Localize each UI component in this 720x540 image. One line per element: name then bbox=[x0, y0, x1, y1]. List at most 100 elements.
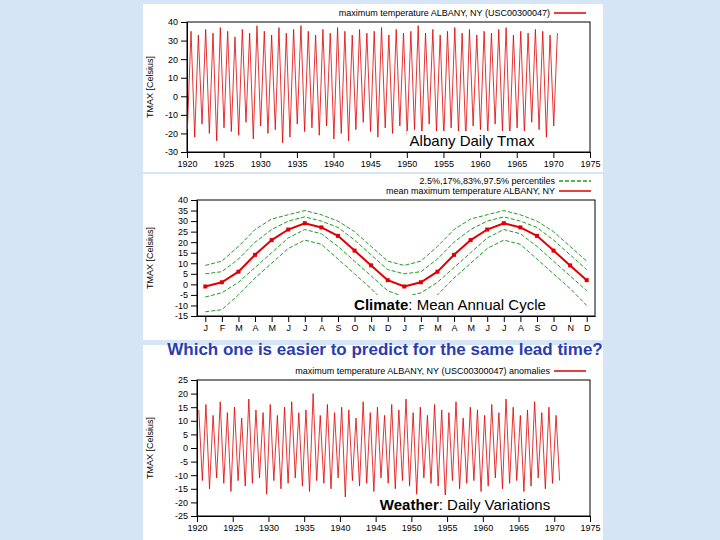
tick: A bbox=[518, 316, 524, 333]
tick-label: N bbox=[567, 323, 574, 333]
tick-mark bbox=[181, 78, 187, 79]
data-marker bbox=[303, 221, 307, 225]
y-axis-title: TMAX [Celsius] bbox=[145, 56, 155, 118]
legend-swatch bbox=[554, 370, 586, 372]
y-axis-title: TMAX [Celsius] bbox=[145, 417, 155, 479]
tick-mark bbox=[517, 152, 518, 158]
tick-label: 15 bbox=[178, 248, 188, 258]
tick-mark bbox=[305, 316, 306, 322]
data-marker bbox=[402, 284, 406, 288]
legend-swatch bbox=[559, 180, 591, 182]
tick-label: -5 bbox=[180, 290, 188, 300]
data-marker bbox=[485, 228, 489, 232]
tick-label: 10 bbox=[178, 259, 188, 269]
panel-background bbox=[143, 174, 603, 340]
tick: -5 bbox=[180, 457, 197, 467]
tick-label: 1965 bbox=[509, 523, 529, 533]
tick: -25 bbox=[175, 511, 197, 521]
tick: 1960 bbox=[473, 516, 493, 533]
tick: F bbox=[220, 316, 226, 333]
tick-label: A bbox=[319, 323, 325, 333]
tick: 35 bbox=[178, 206, 197, 216]
percentile-line bbox=[205, 211, 586, 266]
data-marker bbox=[236, 270, 240, 274]
tick-mark bbox=[191, 263, 197, 264]
tick-mark bbox=[297, 152, 298, 158]
tick: 0 bbox=[183, 280, 197, 290]
tick: 10 bbox=[178, 259, 197, 269]
tick-mark bbox=[238, 316, 239, 322]
tick: 10 bbox=[168, 73, 187, 83]
tick-mark bbox=[340, 516, 341, 522]
data-marker bbox=[220, 280, 224, 284]
data-marker bbox=[568, 263, 572, 267]
tick: 0 bbox=[183, 443, 197, 453]
tick: J bbox=[403, 316, 408, 333]
tick-mark bbox=[191, 475, 197, 476]
tick-mark bbox=[191, 200, 197, 201]
tick: J bbox=[502, 316, 507, 333]
tick-mark bbox=[191, 305, 197, 306]
data-marker bbox=[435, 270, 439, 274]
tick-label: O bbox=[352, 323, 359, 333]
tick-mark bbox=[191, 448, 197, 449]
tick-mark bbox=[471, 316, 472, 322]
tick: 1920 bbox=[187, 516, 207, 533]
tick-label: 1950 bbox=[402, 523, 422, 533]
tick-label: J bbox=[485, 323, 490, 333]
tick: 1935 bbox=[287, 152, 307, 169]
tick-mark bbox=[388, 316, 389, 322]
annotation: Weather: Daily Variations bbox=[377, 495, 553, 514]
tick-mark bbox=[233, 516, 234, 522]
tick-mark bbox=[587, 316, 588, 322]
tick-label: A bbox=[253, 323, 259, 333]
tick-label: 1930 bbox=[259, 523, 279, 533]
data-marker bbox=[502, 221, 506, 225]
tick: -15 bbox=[175, 311, 197, 321]
data-marker bbox=[353, 249, 357, 253]
tick-label: 1960 bbox=[471, 159, 491, 169]
tick-mark bbox=[304, 516, 305, 522]
tick-label: A bbox=[452, 323, 458, 333]
tick: 1930 bbox=[259, 516, 279, 533]
tick: 1935 bbox=[295, 516, 315, 533]
tick: O bbox=[352, 316, 359, 333]
slide: TMAX [Celsius]19201925193019351940194519… bbox=[0, 0, 720, 540]
tick-label: M bbox=[235, 323, 243, 333]
tick: S bbox=[335, 316, 341, 333]
tick-label: -25 bbox=[175, 511, 188, 521]
tick: 20 bbox=[178, 238, 197, 248]
legend-entry: 2.5%,17%,83%,97.5% percentiles bbox=[419, 176, 591, 186]
tick-mark bbox=[443, 152, 444, 158]
tick: M bbox=[434, 316, 442, 333]
x-axis: 1920192519301935194019451950195519601965… bbox=[177, 152, 600, 169]
annotation: Climate: Mean Annual Cycle bbox=[351, 295, 549, 314]
tick-mark bbox=[411, 516, 412, 522]
tick-mark bbox=[205, 316, 206, 322]
data-marker bbox=[319, 225, 323, 229]
legend-entry: mean maximum temperature ALBANY, NY bbox=[386, 186, 591, 196]
tick-label: -20 bbox=[175, 498, 188, 508]
tick-mark bbox=[191, 232, 197, 233]
legend-entry: maximum temperature ALBANY, NY (USC00300… bbox=[295, 366, 586, 376]
tick-label: F bbox=[220, 323, 226, 333]
tick-label: 15 bbox=[178, 403, 188, 413]
annotation-background bbox=[351, 295, 549, 314]
data-line bbox=[199, 394, 560, 500]
tick-label: 1955 bbox=[434, 159, 454, 169]
tick: 1920 bbox=[177, 152, 197, 169]
tick-mark bbox=[520, 316, 521, 322]
tick-mark bbox=[222, 316, 223, 322]
tick-mark bbox=[371, 316, 372, 322]
tick-label: 1935 bbox=[287, 159, 307, 169]
tick-mark bbox=[590, 516, 591, 522]
tick-mark bbox=[191, 284, 197, 285]
tick-mark bbox=[260, 152, 261, 158]
tick-mark bbox=[191, 295, 197, 296]
tick: 20 bbox=[168, 55, 187, 65]
tick: 1950 bbox=[397, 152, 417, 169]
data-marker bbox=[452, 253, 456, 257]
annotation-background bbox=[407, 131, 538, 150]
tick-mark bbox=[181, 22, 187, 23]
plot-frame bbox=[197, 200, 595, 316]
